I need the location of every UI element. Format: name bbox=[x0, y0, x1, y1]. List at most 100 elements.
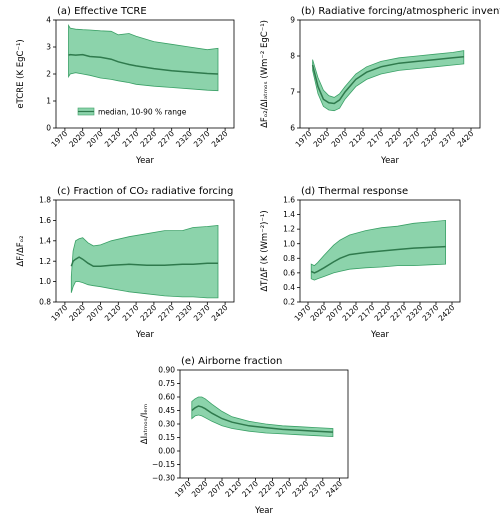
range-band bbox=[68, 24, 219, 92]
x-tick-label: 2320 bbox=[291, 479, 311, 499]
x-axis-label: Year bbox=[135, 156, 155, 166]
y-tick-label: 0.00 bbox=[158, 447, 175, 456]
y-tick-label: 0.45 bbox=[158, 406, 175, 415]
x-tick-label: 2070 bbox=[85, 303, 105, 323]
x-tick-label: 2120 bbox=[348, 129, 368, 149]
y-tick-label: 1.8 bbox=[39, 196, 51, 205]
x-tick-label: 2320 bbox=[405, 303, 425, 323]
x-tick-label: 2070 bbox=[85, 129, 105, 149]
y-axis-label: ΔT/ΔF (K (Wm⁻²)⁻¹) bbox=[260, 210, 270, 291]
y-tick-label: 9 bbox=[290, 16, 295, 25]
y-axis-label: ΔIₐₜₘₒₛ/Iₑₘ bbox=[140, 404, 150, 444]
x-tick-label: 2420 bbox=[210, 303, 230, 323]
x-tick-label: 2170 bbox=[121, 129, 141, 149]
median-line bbox=[68, 53, 219, 75]
x-tick-label: 2220 bbox=[257, 479, 277, 499]
x-tick-label: 1970 bbox=[49, 303, 69, 323]
y-tick-label: 0.4 bbox=[283, 283, 295, 292]
y-tick-label: 1.4 bbox=[283, 210, 295, 219]
range-band bbox=[312, 50, 465, 112]
x-tick-label: 2320 bbox=[174, 129, 194, 149]
x-tick-label: 2020 bbox=[309, 303, 329, 323]
x-tick-label: 2020 bbox=[67, 303, 87, 323]
x-tick-label: 2270 bbox=[156, 303, 176, 323]
panel-c: 0.81.01.21.41.61.81970202020702120217022… bbox=[16, 186, 235, 340]
x-axis-label: Year bbox=[135, 330, 155, 340]
y-tick-label: 0.90 bbox=[158, 366, 175, 375]
y-tick-label: 6 bbox=[290, 124, 295, 133]
y-axis-label: eTCRE (K EgC⁻¹) bbox=[16, 39, 26, 108]
y-tick-label: 1.6 bbox=[283, 196, 295, 205]
y-tick-label: −0.15 bbox=[152, 460, 175, 469]
y-axis-label: ΔF/ΔFₒ₂ bbox=[16, 235, 26, 266]
y-tick-label: −0.30 bbox=[152, 474, 175, 483]
x-tick-label: 2170 bbox=[240, 479, 260, 499]
x-tick-label: 1970 bbox=[173, 479, 193, 499]
x-tick-label: 2270 bbox=[274, 479, 294, 499]
x-tick-label: 2420 bbox=[456, 129, 476, 149]
x-tick-label: 2270 bbox=[402, 129, 422, 149]
x-tick-label: 2370 bbox=[192, 129, 212, 149]
y-axis-label: ΔFₒ₂/ΔIₐₜₘₒₛ (Wm⁻² EgC⁻¹) bbox=[260, 20, 270, 128]
x-tick-label: 2170 bbox=[366, 129, 386, 149]
y-tick-label: 1 bbox=[46, 97, 51, 106]
x-tick-label: 1970 bbox=[293, 303, 313, 323]
x-tick-label: 2220 bbox=[138, 129, 158, 149]
x-tick-label: 2220 bbox=[373, 303, 393, 323]
x-axis-label: Year bbox=[380, 156, 400, 166]
plot-frame bbox=[299, 19, 481, 129]
y-tick-label: 1.0 bbox=[283, 239, 295, 248]
median-line bbox=[311, 55, 464, 105]
x-tick-label: 2270 bbox=[389, 303, 409, 323]
panel-d: 0.2 0.4 0.6 0.8 1.0 1.2 1.4 1.6 1970202020702120… bbox=[260, 186, 461, 340]
y-tick-label: 1.4 bbox=[39, 236, 51, 245]
x-tick-label: 2370 bbox=[421, 303, 441, 323]
x-tick-label: 2070 bbox=[325, 303, 345, 323]
x-tick-label: 2370 bbox=[192, 303, 212, 323]
x-axis-label: Year bbox=[254, 506, 274, 516]
y-tick-label: 0 bbox=[46, 124, 51, 133]
panel-e: −0.30 −0.15 0.00 0.15 0.30 0.45 0.60 0.75 0.90 19… bbox=[140, 356, 349, 516]
panel-title: (d) Thermal response bbox=[301, 186, 408, 197]
x-tick-label: 2270 bbox=[156, 129, 176, 149]
y-tick-label: 8 bbox=[290, 52, 295, 61]
x-tick-label: 2370 bbox=[438, 129, 458, 149]
x-tick-label: 2420 bbox=[210, 129, 230, 149]
plot-frame bbox=[55, 199, 235, 303]
x-tick-label: 2220 bbox=[138, 303, 158, 323]
x-axis-label: Year bbox=[370, 330, 390, 340]
y-tick-label: 1.6 bbox=[39, 216, 51, 225]
x-tick-label: 2170 bbox=[121, 303, 141, 323]
x-tick-label: 2120 bbox=[341, 303, 361, 323]
panel-title: (b) Radiative forcing/atmospheric invent… bbox=[301, 6, 500, 17]
x-tick-label: 2070 bbox=[207, 479, 227, 499]
y-tick-label: 1.2 bbox=[283, 225, 295, 234]
x-tick-label: 2020 bbox=[312, 129, 332, 149]
x-tick-label: 2020 bbox=[190, 479, 210, 499]
y-tick-label: 0.6 bbox=[283, 268, 295, 277]
x-tick-label: 2420 bbox=[324, 479, 344, 499]
range-band bbox=[70, 225, 219, 299]
y-tick-label: 0.60 bbox=[158, 393, 175, 402]
y-tick-label: 1.0 bbox=[39, 277, 51, 286]
y-tick-label: 2 bbox=[46, 70, 51, 79]
x-tick-label: 2070 bbox=[330, 129, 350, 149]
median-line bbox=[70, 256, 218, 268]
y-tick-label: 0.75 bbox=[158, 379, 175, 388]
x-tick-label: 2370 bbox=[307, 479, 327, 499]
x-tick-label: 2170 bbox=[357, 303, 377, 323]
panel-title: (c) Fraction of CO₂ radiative forcing bbox=[57, 186, 233, 197]
range-band bbox=[310, 219, 446, 281]
panel-a: 0 1 2 3 4 19702020207021202170222022702320237… bbox=[16, 6, 235, 166]
y-tick-label: 3 bbox=[46, 43, 51, 52]
y-tick-label: 7 bbox=[290, 88, 295, 97]
panel-b: 6 7 8 9 197020202070212021702220227023202370… bbox=[260, 6, 500, 166]
y-tick-label: 0.30 bbox=[158, 420, 175, 429]
y-tick-label: 1.2 bbox=[39, 257, 51, 266]
y-tick-label: 4 bbox=[46, 16, 51, 25]
y-tick-label: 0.2 bbox=[283, 298, 295, 307]
plot-frame bbox=[299, 199, 461, 303]
panel-title: (e) Airborne fraction bbox=[181, 356, 282, 367]
x-tick-label: 2320 bbox=[420, 129, 440, 149]
